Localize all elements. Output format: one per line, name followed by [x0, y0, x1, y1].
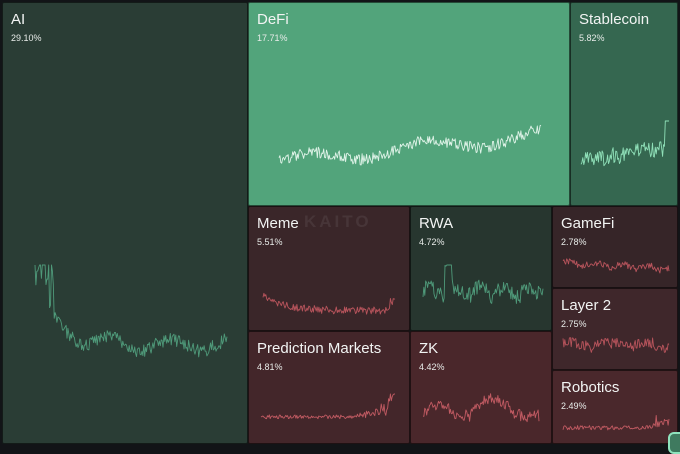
tile-robotics[interactable]: Robotics 2.49% — [552, 370, 678, 444]
tile-name: Stablecoin — [579, 11, 650, 28]
sparkline-zk — [422, 393, 540, 423]
sparkline-meme — [262, 292, 396, 315]
kaito-watermark: KAITO — [304, 212, 372, 231]
sparkline-trace-ai — [34, 264, 228, 358]
tile-share: 5.51% — [257, 237, 283, 247]
tile-share: 5.82% — [579, 33, 605, 43]
tile-ai[interactable]: AI 29.10% — [2, 2, 248, 444]
app-badge-icon[interactable] — [668, 432, 680, 454]
tile-gamefi[interactable]: GameFi 2.78% — [552, 206, 678, 288]
sparkline-prediction-markets — [260, 393, 396, 420]
tile-name: Robotics — [561, 379, 620, 396]
tile-name: Prediction Markets — [257, 340, 382, 357]
tile-share: 2.49% — [561, 401, 587, 411]
sparkline-defi — [278, 124, 542, 166]
tile-rwa[interactable]: RWA 4.72% — [410, 206, 552, 331]
tile-name: DeFi — [257, 11, 289, 28]
tile-defi[interactable]: DeFi 17.71% — [248, 2, 570, 206]
sparkline-layer-2 — [562, 337, 670, 353]
tile-meme[interactable]: Meme 5.51% — [248, 206, 410, 331]
tile-stablecoin[interactable]: Stablecoin 5.82% — [570, 2, 678, 206]
tile-share: 29.10% — [11, 33, 42, 43]
sparkline-trace-stablecoin — [580, 120, 669, 167]
tile-name: ZK — [419, 340, 439, 357]
sparkline-stablecoin — [580, 120, 669, 167]
sparkline-trace-gamefi — [562, 258, 670, 274]
sparkline-trace-zk — [422, 393, 540, 423]
tile-name: Meme — [257, 215, 299, 232]
tile-name: AI — [11, 11, 26, 28]
sparkline-ai — [34, 264, 228, 358]
tile-share: 4.72% — [419, 237, 445, 247]
tile-share: 2.75% — [561, 319, 587, 329]
tile-layer-2[interactable]: Layer 2 2.75% — [552, 288, 678, 370]
sparkline-trace-meme — [262, 292, 396, 315]
sparkline-rwa — [422, 264, 544, 304]
tile-name: GameFi — [561, 215, 615, 232]
tile-share: 4.81% — [257, 362, 283, 372]
tile-prediction-markets[interactable]: Prediction Markets 4.81% — [248, 331, 410, 444]
sparkline-gamefi — [562, 258, 670, 274]
sparkline-robotics — [562, 414, 670, 431]
tile-share: 4.42% — [419, 362, 445, 372]
sparkline-trace-prediction-markets — [260, 393, 396, 420]
tile-name: Layer 2 — [561, 297, 612, 314]
sparkline-trace-robotics — [562, 414, 670, 431]
sparkline-trace-rwa — [422, 264, 544, 304]
tile-name: RWA — [419, 215, 454, 232]
tile-zk[interactable]: ZK 4.42% — [410, 331, 552, 444]
tile-share: 2.78% — [561, 237, 587, 247]
sparkline-trace-layer-2 — [562, 337, 670, 353]
sparkline-trace-defi — [278, 124, 542, 166]
tile-share: 17.71% — [257, 33, 288, 43]
